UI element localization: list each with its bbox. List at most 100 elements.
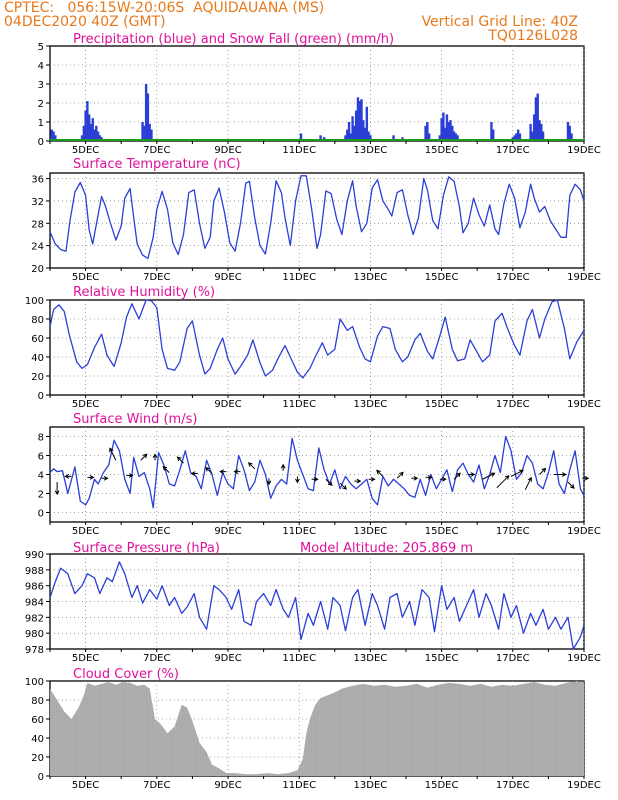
model-altitude: Model Altitude: 205.869 m — [300, 541, 473, 556]
panel-1: 0 1 2 3 4 5 5DEC 7DEC 9DEC 11DEC 13DEC 15DEC 17DEC 19… — [38, 32, 601, 156]
panel-frame — [49, 45, 585, 142]
precip-bar — [50, 129, 53, 141]
wind-arrow — [266, 478, 272, 486]
x-tick-label: 19DEC — [567, 272, 601, 283]
x-tick-label: 17DEC — [496, 272, 530, 283]
y-tick-label: 5 — [38, 42, 44, 53]
x-tick-label: 15DEC — [425, 145, 459, 156]
y-tick-label: 60 — [31, 334, 44, 345]
x-tick-label: 7DEC — [143, 272, 170, 283]
x-tick-label: 17DEC — [496, 399, 530, 410]
wind-arrow — [176, 456, 184, 464]
x-tick-label: 17DEC — [496, 653, 530, 664]
panel-title: Surface Pressure (hPa) — [73, 541, 220, 556]
wind-arrow — [354, 478, 362, 484]
wind-arrow — [524, 476, 532, 490]
y-tick-label: 3 — [38, 80, 44, 91]
precip-bar — [365, 106, 369, 141]
precip-bar — [515, 133, 518, 141]
x-tick-label: 19DEC — [567, 780, 601, 791]
precip-bar — [354, 110, 358, 141]
precip-bar — [360, 99, 363, 141]
y-tick-label: 982 — [25, 613, 44, 624]
precip-bar — [438, 135, 442, 141]
y-tick-label: 60 — [31, 715, 44, 726]
y-tick-label: 20 — [31, 372, 44, 383]
precip-bar — [95, 125, 98, 141]
y-tick-label: 36 — [31, 175, 44, 186]
x-tick-label: 5DEC — [72, 272, 99, 283]
run-date-header: 04DEC2020 40Z (GMT) — [4, 14, 166, 30]
precip-bar — [442, 112, 445, 141]
wind-arrow — [101, 475, 109, 481]
wind-arrow — [439, 476, 447, 482]
series-line — [49, 175, 585, 260]
precip-bar — [440, 118, 443, 141]
precip-bar — [148, 123, 151, 141]
y-tick-label: 978 — [25, 645, 44, 656]
x-tick-label: 5DEC — [72, 653, 99, 664]
x-tick-label: 5DEC — [72, 526, 99, 537]
wind-arrow — [162, 465, 170, 473]
wind-arrow — [582, 475, 590, 481]
precip-bar — [532, 114, 536, 141]
x-tick-label: 11DEC — [282, 526, 316, 537]
x-tick-label: 19DEC — [567, 653, 601, 664]
precip-bar — [87, 114, 91, 141]
precip-bar — [424, 125, 427, 141]
y-tick-label: 32 — [31, 197, 44, 208]
precip-bar — [356, 97, 360, 141]
wind-arrow — [539, 467, 547, 475]
precip-bar — [344, 135, 347, 141]
y-tick-label: 0 — [38, 509, 44, 520]
precip-bar — [529, 123, 532, 141]
precip-bar — [82, 125, 86, 141]
y-tick-label: 20 — [31, 264, 44, 275]
wind-arrow — [553, 472, 567, 477]
panel-frame — [49, 299, 585, 396]
precip-bar — [392, 135, 395, 141]
precip-bar — [568, 125, 571, 141]
series-line — [49, 299, 585, 379]
wind-arrow — [396, 471, 404, 479]
x-tick-label: 11DEC — [282, 653, 316, 664]
precip-bar — [346, 129, 349, 141]
panel-title: Surface Temperature (nC) — [73, 157, 241, 172]
wind-arrow — [87, 474, 95, 480]
precip-bar — [144, 84, 148, 141]
wind-arrow — [280, 463, 286, 471]
x-tick-label: 13DEC — [354, 399, 388, 410]
x-tick-label: 19DEC — [567, 526, 601, 537]
precip-bar — [540, 123, 543, 141]
precip-bar — [538, 120, 541, 141]
precip-bar — [54, 135, 57, 141]
wind-arrow — [411, 475, 419, 481]
x-tick-label: 9DEC — [214, 780, 241, 791]
x-tick-label: 9DEC — [214, 272, 241, 283]
wind-arrow — [368, 476, 376, 482]
x-tick-label: 7DEC — [143, 780, 170, 791]
precip-bar — [490, 122, 493, 141]
y-tick-label: 100 — [25, 677, 44, 688]
y-tick-label: 2 — [38, 490, 44, 501]
panel-title: Relative Humidity (%) — [73, 285, 215, 300]
x-tick-label: 9DEC — [214, 399, 241, 410]
x-tick-label: 11DEC — [282, 780, 316, 791]
wind-arrow — [219, 469, 227, 475]
x-tick-label: 7DEC — [143, 399, 170, 410]
x-tick-label: 11DEC — [282, 145, 316, 156]
y-tick-label: 0 — [38, 137, 44, 148]
panel-frame — [49, 172, 585, 269]
precip-bar — [319, 135, 322, 141]
wind-arrow — [64, 474, 72, 479]
x-tick-label: 13DEC — [354, 272, 388, 283]
precip-bar — [362, 120, 365, 141]
wind-arrow — [425, 474, 433, 480]
x-tick-label: 15DEC — [425, 272, 459, 283]
precip-bar — [347, 122, 351, 141]
y-tick-label: 2 — [38, 99, 44, 110]
precip-bar — [451, 125, 454, 141]
panel-5: 978 980 982 984 986 988 990 5DEC 7DEC 9DEC 11DEC 13… — [25, 541, 601, 664]
y-tick-label: 24 — [31, 242, 44, 253]
precip-bar — [518, 133, 522, 141]
